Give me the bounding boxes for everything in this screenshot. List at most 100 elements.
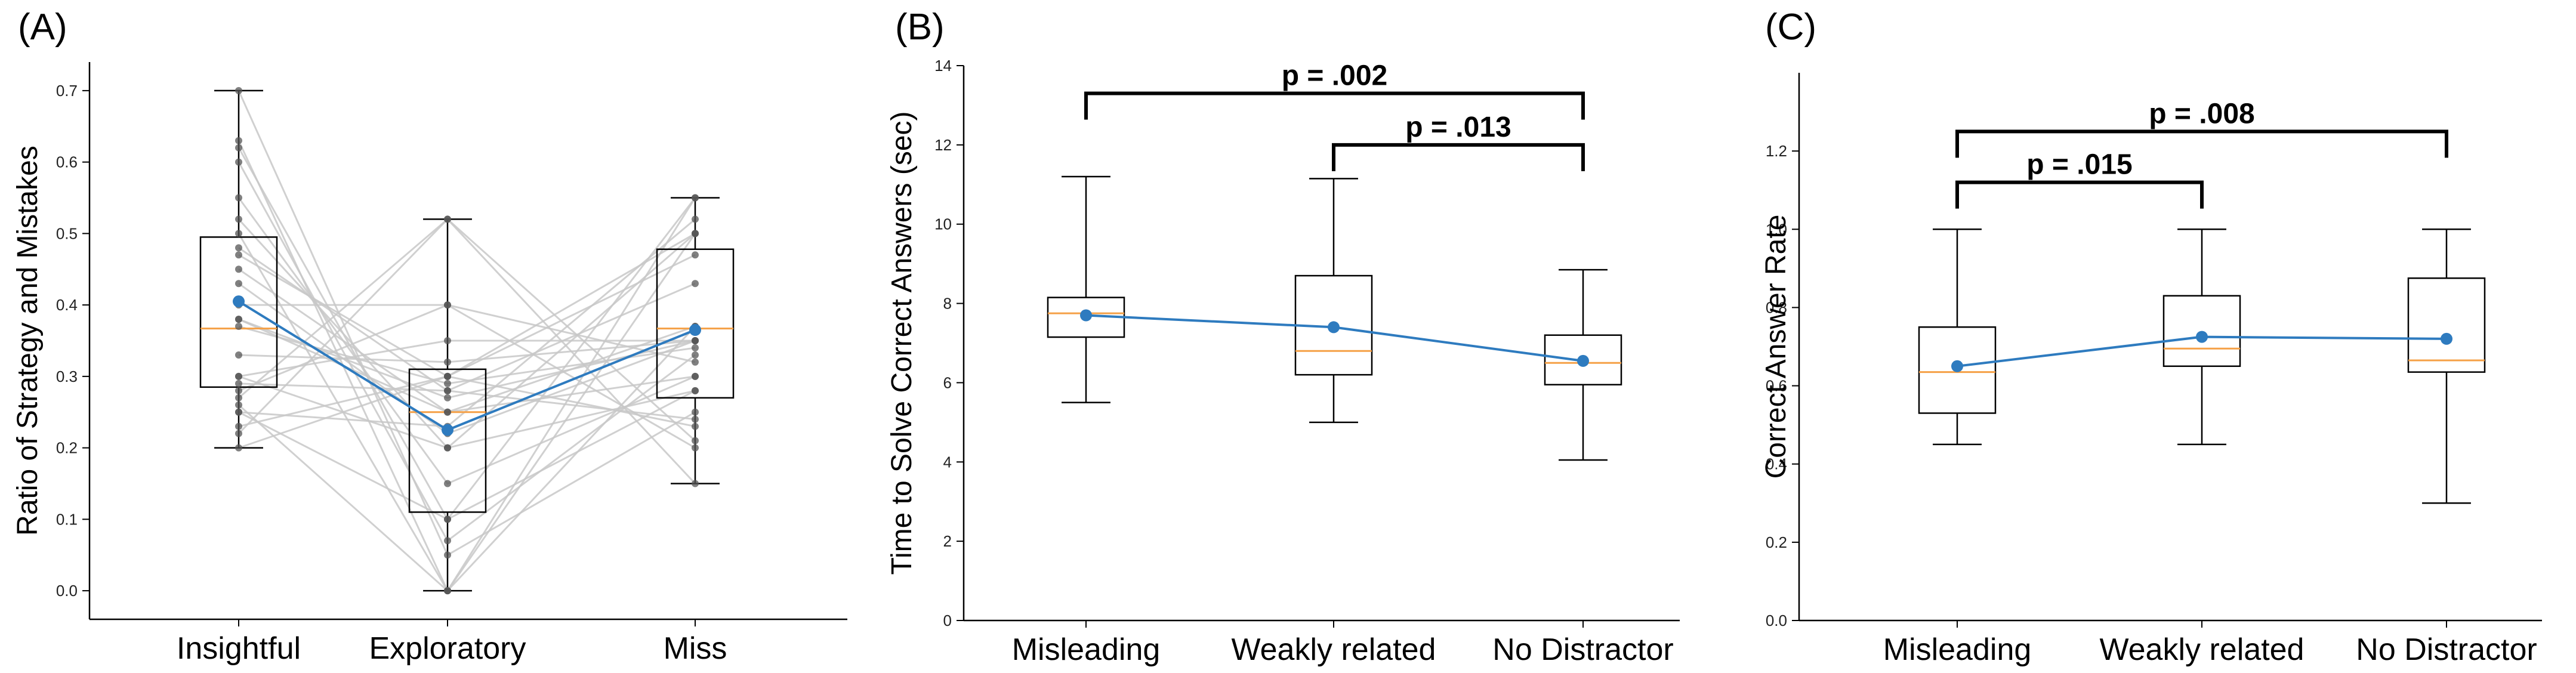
mean-point (1328, 321, 1340, 334)
participant-line (238, 304, 696, 392)
y-axis-label: Correct Answer Rate (1760, 215, 1792, 479)
significance-label: p = .008 (2149, 98, 2254, 129)
participant-point (444, 408, 451, 416)
y-tick-label: 0.4 (56, 296, 78, 314)
participant-point (235, 215, 242, 223)
participant-point (235, 87, 242, 94)
participant-point (692, 480, 699, 487)
participant-line (238, 282, 696, 392)
y-tick-label: 0.2 (1766, 533, 1787, 551)
significance-label: p = .002 (1282, 60, 1387, 92)
participant-point (235, 194, 242, 202)
y-tick-label: 0.5 (56, 224, 78, 242)
participant-point (692, 344, 699, 351)
participant-point (692, 415, 699, 423)
mean-point (1080, 309, 1092, 322)
participant-point (444, 480, 451, 487)
participant-line (238, 218, 696, 428)
x-tick-label: No Distractor (1492, 632, 1673, 667)
participant-point (235, 137, 242, 144)
box-0 (1918, 229, 1997, 446)
y-tick-label: 0.4 (1766, 455, 1787, 473)
x-tick-label: Misleading (1883, 632, 2032, 667)
participant-point (692, 351, 699, 359)
participant-point (235, 244, 242, 252)
y-tick-label: 1.0 (1766, 220, 1787, 238)
participant-point (235, 408, 242, 416)
x-tick-label: No Distractor (2356, 632, 2537, 667)
x-tick-label: Insightful (177, 631, 301, 666)
participant-point (692, 251, 699, 259)
participant-point (235, 422, 242, 430)
mean-point (2441, 332, 2452, 345)
participant-point (235, 394, 242, 402)
participant-point (444, 537, 451, 545)
panel-1: (B) 0 2 4 6 8 10 12 14 Time to Solve Correct Answ… (886, 7, 1680, 667)
significance-label: p = .013 (1405, 112, 1511, 143)
mean-point (1951, 360, 1963, 372)
box-rect (656, 248, 735, 399)
y-tick-label: 6 (943, 373, 952, 391)
mean-point (233, 295, 245, 308)
y-tick-label: 0.2 (56, 439, 78, 457)
y-tick-label: 8 (943, 295, 952, 313)
y-tick-label: 0.0 (1766, 612, 1787, 629)
participant-point (444, 372, 451, 380)
participant-point (235, 444, 242, 452)
participant-point (444, 301, 451, 309)
x-tick-label: Weakly related (2100, 632, 2304, 667)
participant-point (692, 422, 699, 430)
participant-point (444, 515, 451, 523)
participant-point (235, 351, 242, 359)
participant-point (235, 230, 242, 237)
participant-point (692, 437, 699, 444)
mean-point (442, 424, 454, 436)
participant-point (235, 144, 242, 152)
x-tick-label: Misleading (1012, 632, 1161, 667)
participant-point (235, 379, 242, 387)
participant-point (444, 358, 451, 366)
significance-bracket (1332, 143, 1585, 171)
participant-point (235, 401, 242, 409)
panel-0: (A) 0.0 0.1 0.2 0.3 0.4 0.5 0.6 0.7 Ratio of Stra… (12, 7, 847, 666)
participant-point (235, 158, 242, 166)
significance-bracket (1084, 91, 1585, 120)
participant-point (235, 372, 242, 380)
participant-point (692, 230, 699, 237)
y-axis-label: Time to Solve Correct Answers (sec) (886, 111, 918, 575)
y-tick-label: 2 (943, 532, 952, 550)
mean-point (1577, 354, 1589, 367)
x-tick-label: Miss (664, 631, 727, 666)
box-rect (408, 368, 487, 513)
participant-point (444, 387, 451, 394)
participant-point (235, 387, 242, 394)
y-tick-label: 14 (934, 57, 952, 75)
box-rect (199, 236, 278, 388)
participant-point (444, 215, 451, 223)
participant-point (444, 394, 451, 402)
panel-label: (C) (1765, 7, 1816, 48)
y-tick-label: 0 (943, 612, 952, 629)
y-axis-label: Ratio of Strategy and Mistakes (12, 146, 44, 536)
significance-bracket (1955, 180, 2204, 209)
y-tick-label: 0.7 (56, 82, 78, 100)
significance-bracket (1955, 129, 2448, 158)
mean-point (689, 324, 701, 336)
participant-point (692, 387, 699, 394)
y-tick-label: 10 (934, 215, 952, 233)
participant-point (692, 408, 699, 416)
box-rect (1918, 326, 1997, 414)
box-rect (2162, 295, 2241, 368)
participant-point (692, 194, 699, 202)
box-rect (1544, 334, 1622, 386)
participant-point (692, 215, 699, 223)
mean-point (2196, 331, 2208, 343)
y-tick-label: 0.3 (56, 368, 78, 385)
participant-point (444, 379, 451, 387)
significance-label: p = .015 (2026, 149, 2132, 181)
x-tick-label: Exploratory (369, 631, 526, 666)
box-rect (2407, 277, 2486, 373)
box-1 (2162, 229, 2241, 446)
panel-label: (A) (18, 7, 67, 48)
